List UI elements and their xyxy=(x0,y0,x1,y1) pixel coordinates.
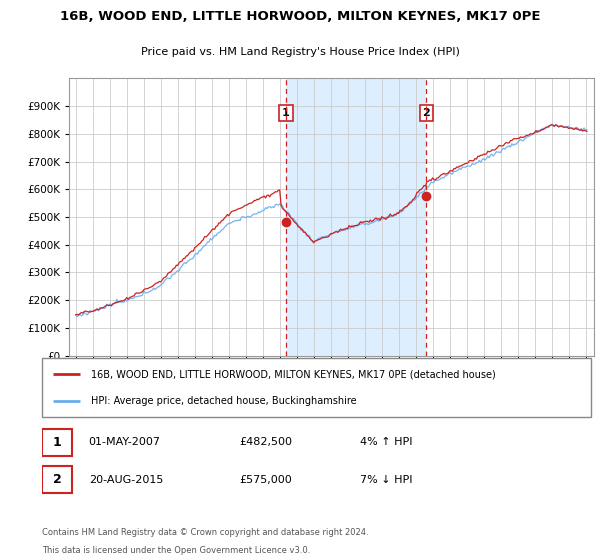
Text: 4% ↑ HPI: 4% ↑ HPI xyxy=(361,437,413,447)
Text: Contains HM Land Registry data © Crown copyright and database right 2024.: Contains HM Land Registry data © Crown c… xyxy=(42,528,368,537)
Text: 16B, WOOD END, LITTLE HORWOOD, MILTON KEYNES, MK17 0PE (detached house): 16B, WOOD END, LITTLE HORWOOD, MILTON KE… xyxy=(91,369,496,379)
Text: £575,000: £575,000 xyxy=(239,475,292,484)
Text: 20-AUG-2015: 20-AUG-2015 xyxy=(89,475,163,484)
Text: 01-MAY-2007: 01-MAY-2007 xyxy=(89,437,161,447)
FancyBboxPatch shape xyxy=(42,429,72,456)
Bar xyxy=(286,78,427,356)
Text: £482,500: £482,500 xyxy=(239,437,293,447)
FancyBboxPatch shape xyxy=(42,358,591,417)
FancyBboxPatch shape xyxy=(42,466,72,493)
Text: This data is licensed under the Open Government Licence v3.0.: This data is licensed under the Open Gov… xyxy=(42,547,310,556)
Text: 1: 1 xyxy=(282,108,290,118)
Text: HPI: Average price, detached house, Buckinghamshire: HPI: Average price, detached house, Buck… xyxy=(91,396,357,407)
Text: 2: 2 xyxy=(53,473,61,486)
Text: Price paid vs. HM Land Registry's House Price Index (HPI): Price paid vs. HM Land Registry's House … xyxy=(140,48,460,58)
Text: 16B, WOOD END, LITTLE HORWOOD, MILTON KEYNES, MK17 0PE: 16B, WOOD END, LITTLE HORWOOD, MILTON KE… xyxy=(60,10,540,22)
Text: 7% ↓ HPI: 7% ↓ HPI xyxy=(361,475,413,484)
Text: 2: 2 xyxy=(422,108,430,118)
Text: 1: 1 xyxy=(53,436,61,449)
